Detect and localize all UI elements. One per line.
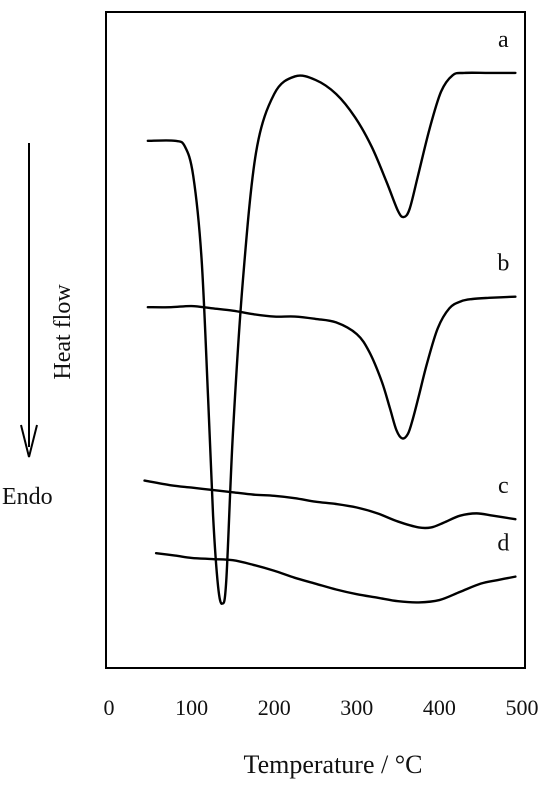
- x-tick-300: 300: [340, 695, 373, 720]
- x-tick-100: 100: [175, 695, 208, 720]
- series-a-line: [146, 71, 517, 605]
- x-axis-label: Temperature / °C: [244, 750, 423, 779]
- x-tick-400: 400: [423, 695, 456, 720]
- heat-flow-label: Heat flow: [50, 284, 76, 380]
- x-tick-500: 500: [506, 695, 539, 720]
- x-tick-0: 0: [104, 695, 115, 720]
- series-c-label: c: [498, 473, 509, 499]
- series-layer: a b c d: [143, 27, 517, 605]
- series-b-line: [146, 295, 517, 440]
- endo-arrow-head: [20, 424, 38, 458]
- series-d-label: d: [497, 531, 509, 557]
- series-a-label: a: [498, 27, 509, 53]
- x-tick-200: 200: [258, 695, 291, 720]
- x-tick-labels: 0 100 200 300 400 500: [104, 695, 539, 720]
- series-c-line: [143, 479, 517, 530]
- series-d-line: [154, 552, 517, 604]
- plot-frame: [105, 11, 526, 669]
- endo-label: Endo: [2, 484, 53, 510]
- series-b-label: b: [497, 251, 509, 277]
- axis-labels: Heat flow Endo Temperature / °C: [2, 143, 422, 779]
